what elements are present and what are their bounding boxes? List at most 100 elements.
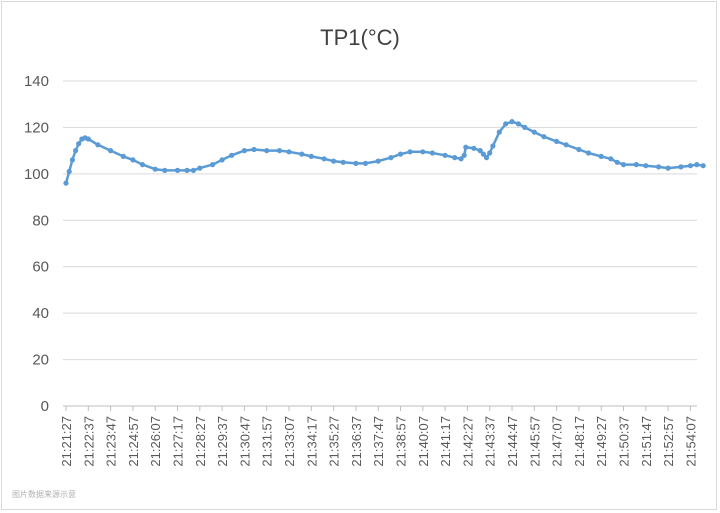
data-point	[490, 143, 496, 149]
y-axis: 0 20 40 60 80 100 120 140	[24, 73, 49, 415]
data-point	[63, 180, 69, 186]
data-point	[229, 152, 235, 158]
x-tick-label: 21:44:47	[505, 416, 520, 467]
data-point	[522, 124, 528, 130]
x-tick-label: 21:26:07	[148, 416, 163, 467]
data-point	[487, 150, 493, 156]
data-point	[633, 162, 639, 168]
data-point	[407, 149, 413, 155]
x-tick-label: 21:40:07	[416, 416, 431, 467]
x-tick-label: 21:50:37	[617, 416, 632, 467]
data-point	[694, 162, 700, 168]
data-point	[458, 156, 464, 162]
data-point	[463, 144, 469, 150]
data-point	[541, 134, 547, 140]
data-point	[678, 164, 684, 170]
data-point	[162, 167, 168, 173]
watermark: 图片数据来源示意	[12, 490, 76, 499]
data-point	[190, 167, 196, 173]
gridlines	[63, 80, 697, 407]
x-tick-label: 21:48:17	[572, 416, 587, 467]
data-point	[210, 162, 216, 168]
data-point	[308, 153, 314, 159]
x-tick-label: 21:42:27	[460, 416, 475, 467]
x-tick-label: 21:23:47	[104, 416, 119, 467]
data-point	[108, 148, 114, 154]
series-layer	[63, 119, 706, 186]
x-tick-label: 21:51:47	[639, 416, 654, 467]
data-point	[515, 121, 522, 127]
data-point	[331, 158, 337, 164]
x-tick-label: 21:49:27	[594, 416, 609, 467]
data-point	[340, 159, 346, 165]
x-tick-label: 21:37:47	[371, 416, 386, 467]
data-point	[321, 156, 327, 162]
x-tick-label: 21:43:37	[483, 416, 498, 467]
data-point	[66, 168, 72, 175]
data-point	[251, 146, 257, 153]
data-point	[471, 145, 477, 151]
data-point	[420, 149, 426, 155]
data-point	[477, 148, 483, 154]
data-point	[563, 142, 569, 148]
data-point	[130, 157, 136, 163]
data-point	[531, 129, 537, 135]
data-point	[139, 162, 146, 168]
data-point	[554, 138, 560, 144]
x-tick-label: 21:41:17	[438, 416, 453, 467]
data-point	[503, 121, 509, 127]
data-point	[85, 136, 91, 142]
y-tick-label: 120	[24, 119, 49, 136]
x-tick-label: 21:36:37	[349, 416, 364, 467]
data-point	[388, 155, 394, 161]
data-point	[429, 150, 435, 156]
data-point	[375, 158, 381, 164]
x-tick-label: 21:38:57	[394, 416, 409, 467]
x-axis: 21:21:27 21:22:37 21:23:47 21:24:57 21:26:07…	[59, 406, 698, 467]
x-tick-label: 21:33:07	[282, 416, 297, 467]
x-tick-label: 21:21:27	[59, 416, 74, 467]
y-tick-label: 60	[32, 259, 49, 276]
data-point	[585, 150, 592, 156]
data-point	[452, 155, 458, 161]
data-point	[69, 157, 75, 163]
data-point	[700, 163, 706, 169]
data-point	[483, 155, 490, 161]
data-point	[598, 153, 604, 159]
x-tick-label: 21:30:47	[237, 416, 252, 467]
data-point	[353, 160, 359, 166]
x-tick-label: 21:28:27	[193, 416, 208, 467]
data-point	[608, 156, 614, 162]
data-point	[73, 148, 79, 154]
x-tick-label: 21:54:07	[683, 416, 698, 467]
data-point	[197, 165, 203, 171]
data-point	[120, 153, 126, 159]
y-tick-label: 40	[32, 305, 49, 322]
data-point	[299, 151, 305, 157]
y-tick-label: 80	[32, 212, 49, 229]
data-point	[362, 160, 369, 166]
x-tick-label: 21:27:17	[171, 416, 186, 467]
data-point	[286, 149, 292, 155]
data-point	[442, 152, 448, 158]
data-point	[656, 164, 662, 170]
chart-title: TP1(°C)	[320, 25, 400, 50]
data-point	[264, 148, 270, 154]
data-point	[184, 167, 190, 173]
data-point	[174, 167, 181, 173]
data-point	[665, 165, 671, 171]
data-point	[576, 146, 582, 153]
data-point	[219, 157, 225, 163]
data-point	[95, 142, 101, 148]
data-point	[276, 148, 283, 154]
data-point	[614, 159, 620, 165]
y-tick-label: 0	[41, 398, 49, 415]
x-tick-label: 21:29:37	[215, 416, 230, 467]
x-tick-label: 21:22:37	[81, 416, 96, 467]
data-point	[480, 151, 486, 157]
x-tick-label: 21:34:17	[304, 416, 319, 467]
data-point	[620, 162, 627, 168]
data-point	[509, 119, 515, 125]
